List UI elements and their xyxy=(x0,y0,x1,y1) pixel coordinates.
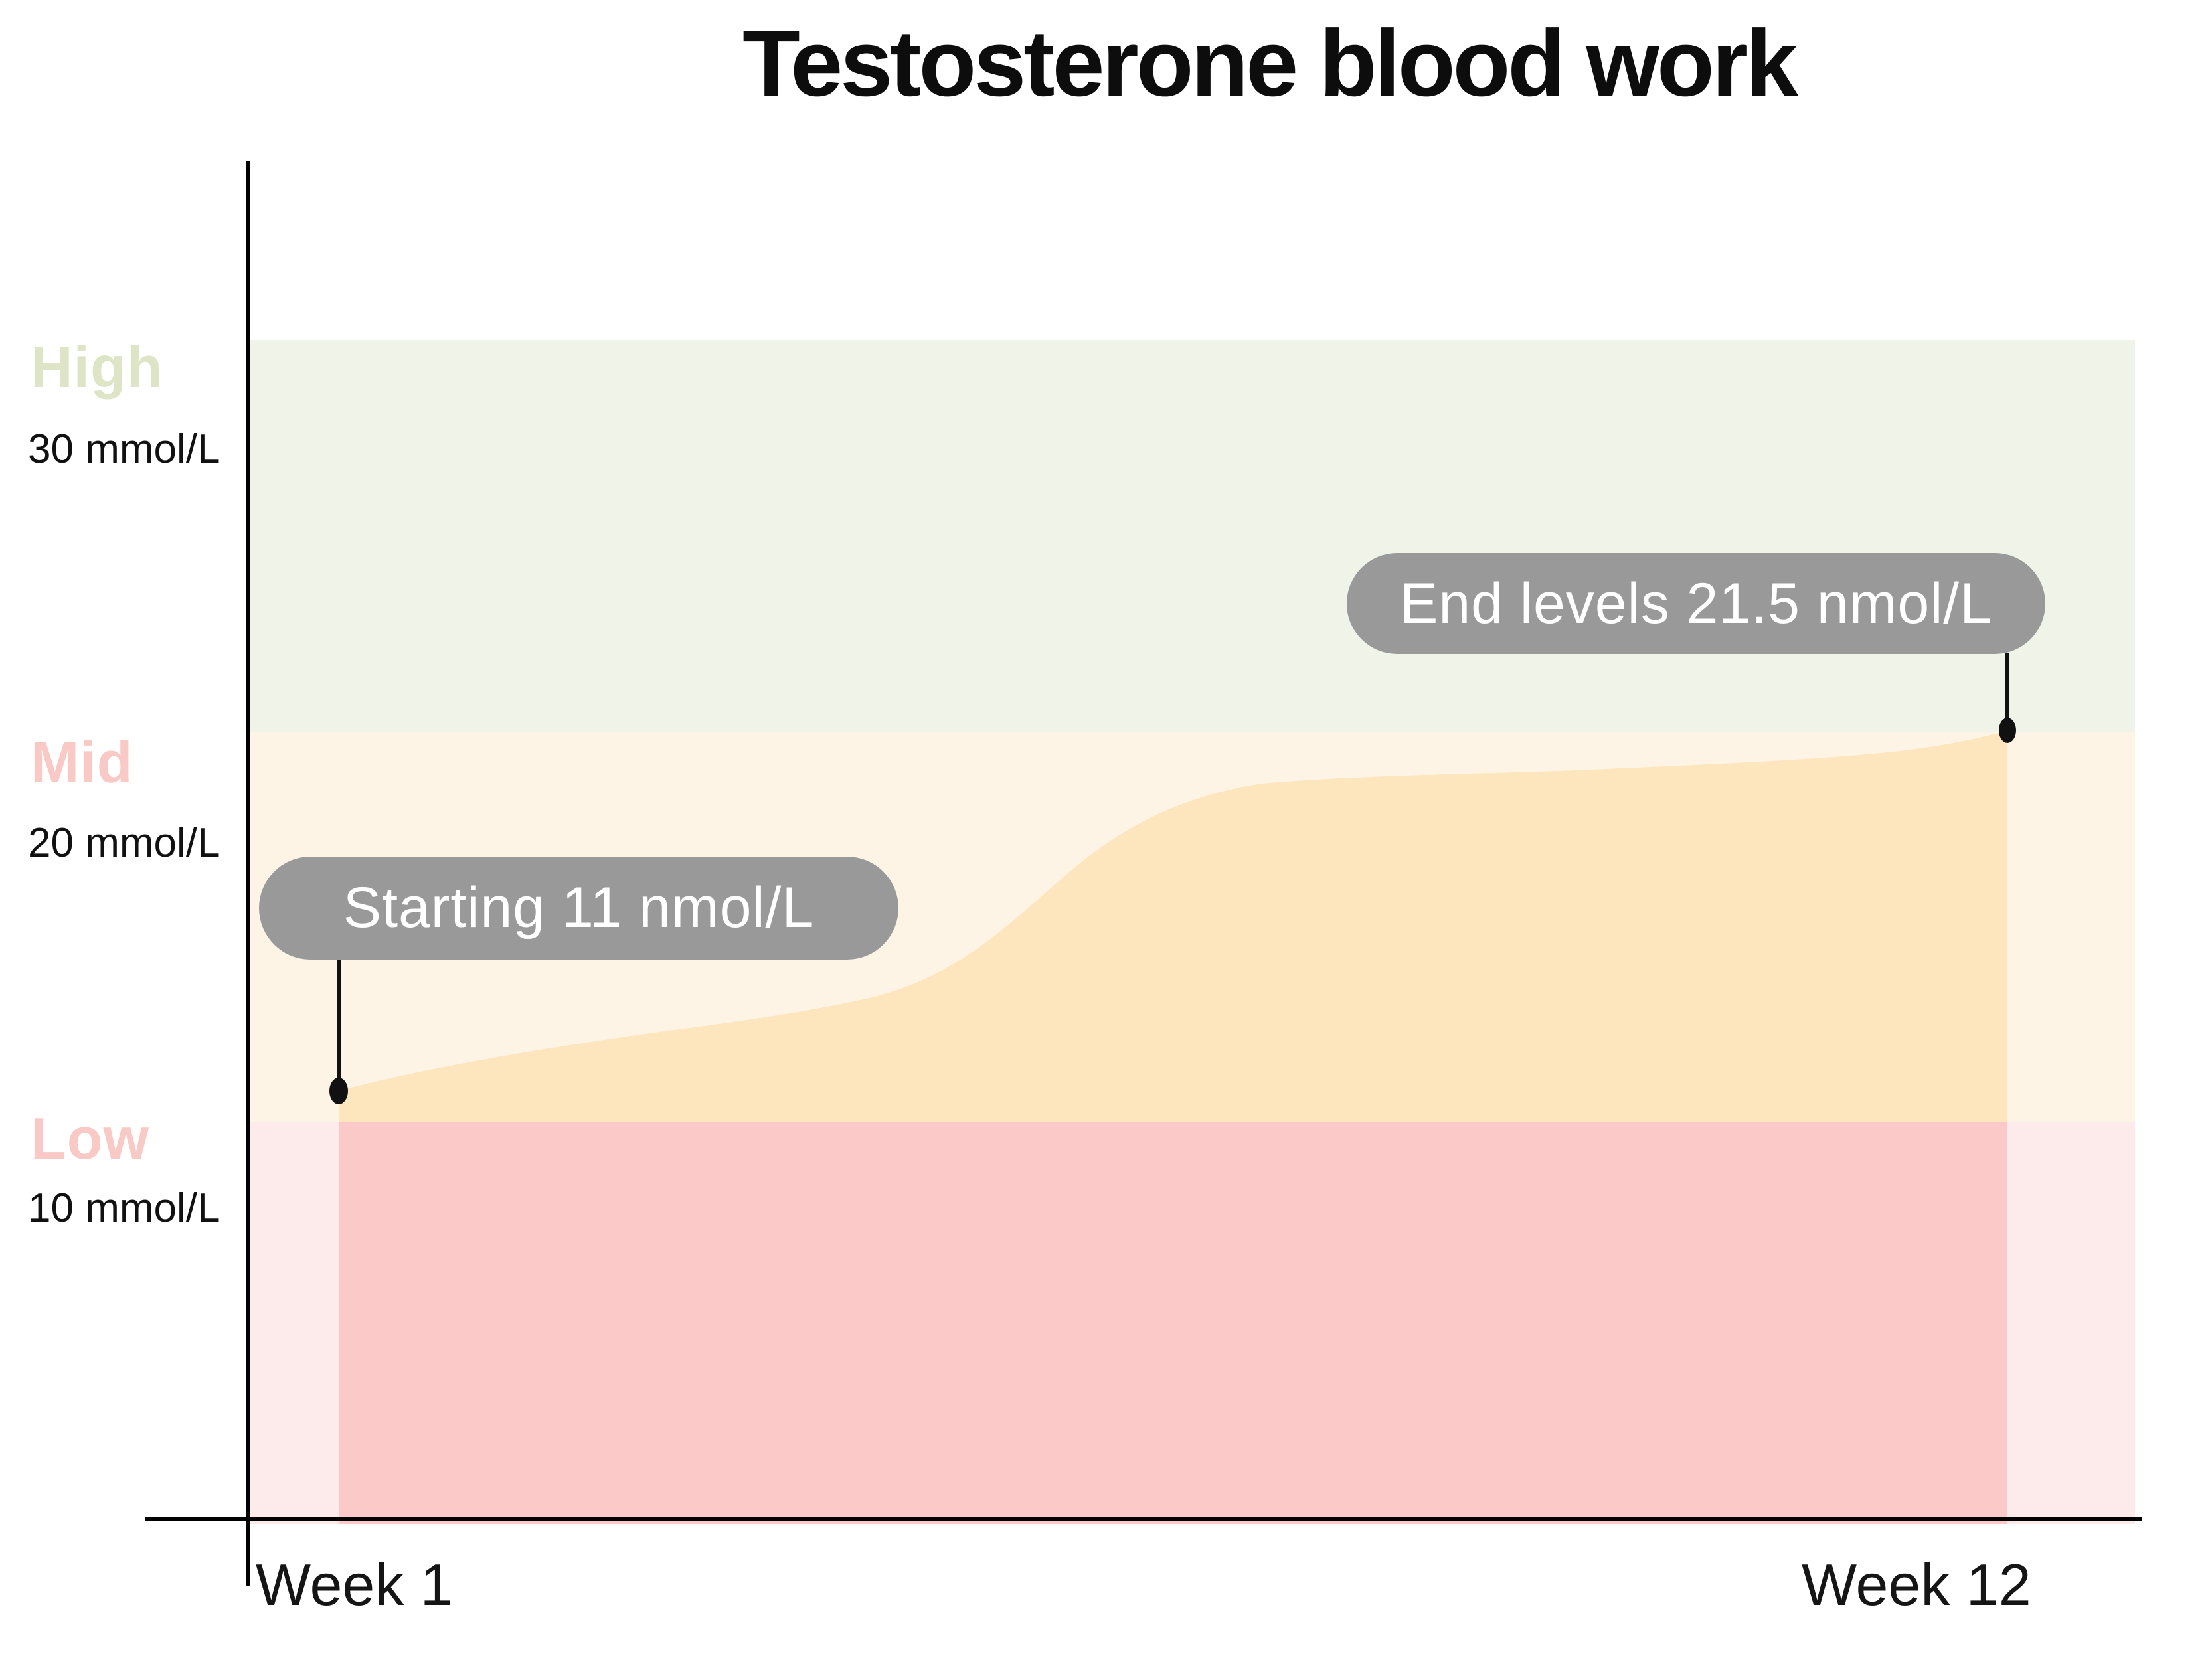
x-axis-line xyxy=(145,1517,2142,1521)
end-annotation-pill: End levels 21.5 nmol/L xyxy=(1347,553,2045,654)
x-axis-label-week-1: Week 1 xyxy=(256,1552,453,1618)
zone-label-mid: Mid xyxy=(31,729,133,795)
testosterone-area xyxy=(339,730,2007,1122)
page-title: Testosterone blood work xyxy=(742,11,1798,116)
x-axis-label-week-12: Week 12 xyxy=(1802,1552,2031,1618)
start-annotation-pill: Starting 11 nmol/L xyxy=(259,857,898,960)
end-point-dot xyxy=(1999,718,2016,743)
zone-value-low: 10 mmol/L xyxy=(28,1185,220,1231)
zone-label-low: Low xyxy=(31,1106,149,1171)
y-axis-line xyxy=(246,161,250,1586)
zone-value-high: 30 mmol/L xyxy=(28,426,220,472)
zone-label-high: High xyxy=(31,334,163,400)
start-point-dot xyxy=(329,1078,348,1104)
zone-value-mid: 20 mmol/L xyxy=(28,820,220,866)
testosterone-area-low-overlap xyxy=(339,1122,2007,1524)
band-high xyxy=(249,340,2135,732)
